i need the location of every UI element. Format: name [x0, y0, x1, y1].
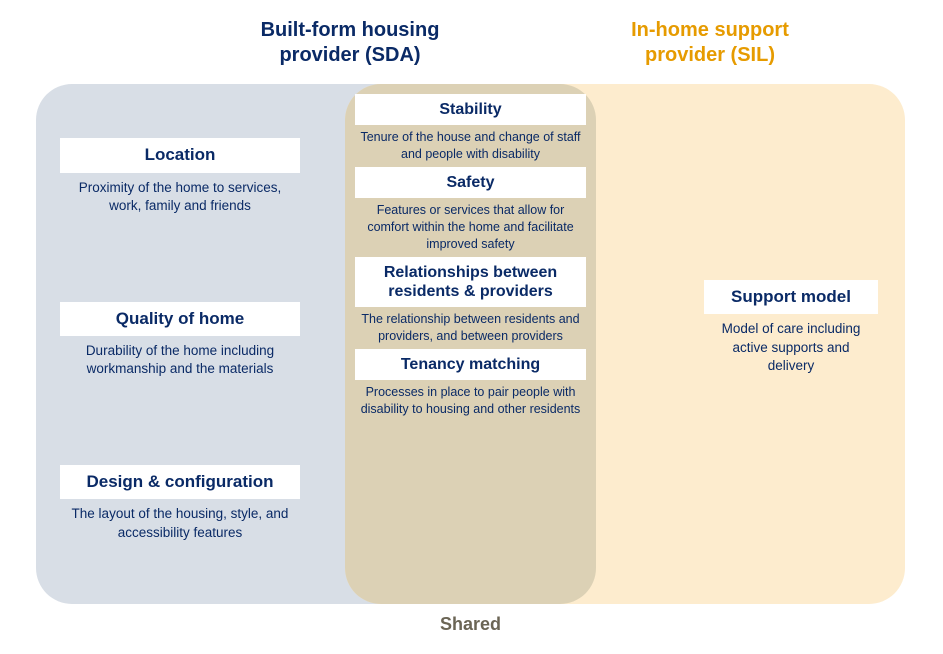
- card-desc: Processes in place to pair people with d…: [355, 380, 586, 418]
- card-title: Support model: [704, 280, 878, 314]
- card-stability: Stability Tenure of the house and change…: [355, 94, 586, 163]
- card-desc: Tenure of the house and change of staff …: [355, 125, 586, 163]
- card-desc: Durability of the home including workman…: [60, 336, 300, 380]
- card-desc: Proximity of the home to services, work,…: [60, 173, 300, 217]
- right-column: Support model Model of care including ac…: [704, 280, 878, 385]
- card-title: Relationships between residents & provid…: [355, 257, 586, 307]
- shared-label-text: Shared: [440, 614, 501, 634]
- card-safety: Safety Features or services that allow f…: [355, 167, 586, 253]
- middle-column: Stability Tenure of the house and change…: [355, 94, 586, 422]
- card-desc: The relationship between residents and p…: [355, 307, 586, 345]
- card-tenancy: Tenancy matching Processes in place to p…: [355, 349, 586, 418]
- card-quality: Quality of home Durability of the home i…: [60, 302, 300, 381]
- shared-label: Shared: [345, 614, 596, 635]
- header-right-text: In-home supportprovider (SIL): [631, 19, 789, 66]
- header-left-text: Built-form housingprovider (SDA): [261, 19, 440, 66]
- card-desc: Model of care including active supports …: [704, 314, 878, 377]
- venn-diagram-stage: Built-form housingprovider (SDA) In-home…: [0, 0, 943, 654]
- card-location: Location Proximity of the home to servic…: [60, 138, 300, 217]
- card-title: Location: [60, 138, 300, 172]
- card-title: Tenancy matching: [355, 349, 586, 380]
- card-title: Design & configuration: [60, 465, 300, 499]
- left-column: Location Proximity of the home to servic…: [60, 100, 300, 590]
- header-left: Built-form housingprovider (SDA): [200, 18, 500, 68]
- card-support-model: Support model Model of care including ac…: [704, 280, 878, 377]
- card-desc: The layout of the housing, style, and ac…: [60, 499, 300, 543]
- card-title: Quality of home: [60, 302, 300, 336]
- card-design: Design & configuration The layout of the…: [60, 465, 300, 544]
- header-right: In-home supportprovider (SIL): [560, 18, 860, 68]
- card-relationships: Relationships between residents & provid…: [355, 257, 586, 345]
- card-desc: Features or services that allow for comf…: [355, 198, 586, 253]
- card-title: Safety: [355, 167, 586, 198]
- card-title: Stability: [355, 94, 586, 125]
